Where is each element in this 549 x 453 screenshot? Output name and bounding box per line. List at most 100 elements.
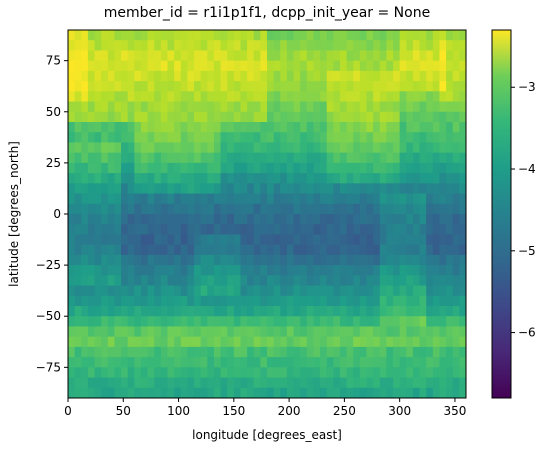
heatmap-cell [207, 60, 215, 72]
heatmap-cell [240, 244, 248, 256]
heatmap-cell [300, 224, 308, 236]
heatmap-cell [300, 295, 308, 307]
heatmap-cell [194, 193, 202, 205]
heatmap-cell [68, 30, 76, 41]
heatmap-cell [326, 152, 334, 164]
heatmap-cell [439, 91, 447, 103]
heatmap-cell [366, 70, 374, 82]
heatmap-cell [339, 295, 348, 307]
heatmap-cell [127, 81, 135, 92]
heatmap-cell [273, 326, 281, 338]
heatmap-cell [393, 50, 401, 62]
heatmap-cell [147, 152, 155, 164]
heatmap-cell [446, 81, 454, 92]
heatmap-cell [127, 377, 135, 389]
heatmap-cell [373, 316, 381, 328]
heatmap-cell [386, 346, 394, 358]
heatmap-cell [339, 173, 348, 184]
heatmap-cell [114, 336, 122, 348]
heatmap-cell [167, 111, 175, 123]
heatmap-cell [213, 367, 222, 379]
heatmap-cell [240, 193, 248, 205]
heatmap-cell [194, 152, 202, 164]
heatmap-cell [121, 336, 129, 348]
heatmap-cell [74, 152, 82, 164]
heatmap-cell [293, 91, 301, 103]
heatmap-cell [353, 203, 361, 215]
heatmap-cell [68, 367, 76, 379]
heatmap-cell [306, 30, 315, 41]
x-axis-label: longitude [degrees_east] [192, 428, 342, 442]
heatmap-cell [68, 295, 76, 307]
heatmap-cell [253, 203, 261, 215]
heatmap-cell [68, 70, 76, 82]
heatmap-cell [167, 387, 175, 398]
heatmap-cell [140, 40, 149, 52]
heatmap-cell [446, 50, 454, 62]
heatmap-cell [459, 50, 466, 62]
heatmap-cell [140, 377, 149, 389]
heatmap-cell [160, 50, 169, 62]
heatmap-cell [134, 387, 142, 398]
heatmap-cell [260, 173, 268, 184]
heatmap-cell [94, 142, 102, 154]
heatmap-cell [313, 40, 321, 52]
heatmap-cell [366, 142, 374, 154]
heatmap-cell [200, 224, 208, 236]
heatmap-cell [339, 275, 348, 287]
heatmap-cell [134, 326, 142, 338]
heatmap-cell [233, 224, 242, 236]
heatmap-cell [114, 50, 122, 62]
heatmap-cell [167, 101, 175, 113]
heatmap-cell [412, 173, 421, 184]
heatmap-cell [147, 60, 155, 72]
heatmap-cell [326, 70, 334, 82]
heatmap-cell [253, 193, 261, 205]
heatmap-cell [326, 81, 334, 92]
heatmap-cell [207, 295, 215, 307]
heatmap-cell [101, 173, 109, 184]
heatmap-cell [326, 306, 334, 317]
heatmap-cell [373, 326, 381, 338]
heatmap-cell [94, 295, 102, 307]
heatmap-cell [207, 173, 215, 184]
heatmap-cell [194, 101, 202, 113]
heatmap-cell [107, 316, 116, 328]
heatmap-cell [320, 377, 328, 389]
heatmap-cell [167, 173, 175, 184]
heatmap-cell [121, 316, 129, 328]
heatmap-cell [81, 162, 89, 174]
heatmap-cell [233, 357, 242, 368]
heatmap-cell [194, 50, 202, 62]
heatmap-cell [393, 326, 401, 338]
heatmap-cell [399, 122, 407, 133]
heatmap-cell [339, 214, 348, 225]
heatmap-cell [107, 193, 116, 205]
heatmap-cell [300, 357, 308, 368]
heatmap-cell [326, 101, 334, 113]
heatmap-cell [240, 183, 248, 195]
heatmap-cell [320, 162, 328, 174]
heatmap-cell [333, 162, 341, 174]
heatmap-cell [187, 132, 195, 144]
heatmap-cell [140, 81, 149, 92]
heatmap-cell [386, 30, 394, 41]
heatmap-cell [452, 377, 460, 389]
heatmap-cell [187, 306, 195, 317]
heatmap-cell [399, 285, 407, 297]
heatmap-cell [339, 122, 348, 133]
heatmap-cell [373, 101, 381, 113]
heatmap-cell [353, 295, 361, 307]
heatmap-cell [147, 132, 155, 144]
heatmap-cell [68, 122, 76, 133]
heatmap-cell [459, 285, 466, 297]
heatmap-cell [359, 275, 368, 287]
heatmap-cell [240, 173, 248, 184]
heatmap-cell [412, 162, 421, 174]
heatmap-cell [320, 30, 328, 41]
heatmap-cell [101, 306, 109, 317]
heatmap-cell [220, 162, 228, 174]
heatmap-cell [379, 254, 387, 266]
heatmap-cell [174, 152, 182, 164]
heatmap-cell [68, 285, 76, 297]
